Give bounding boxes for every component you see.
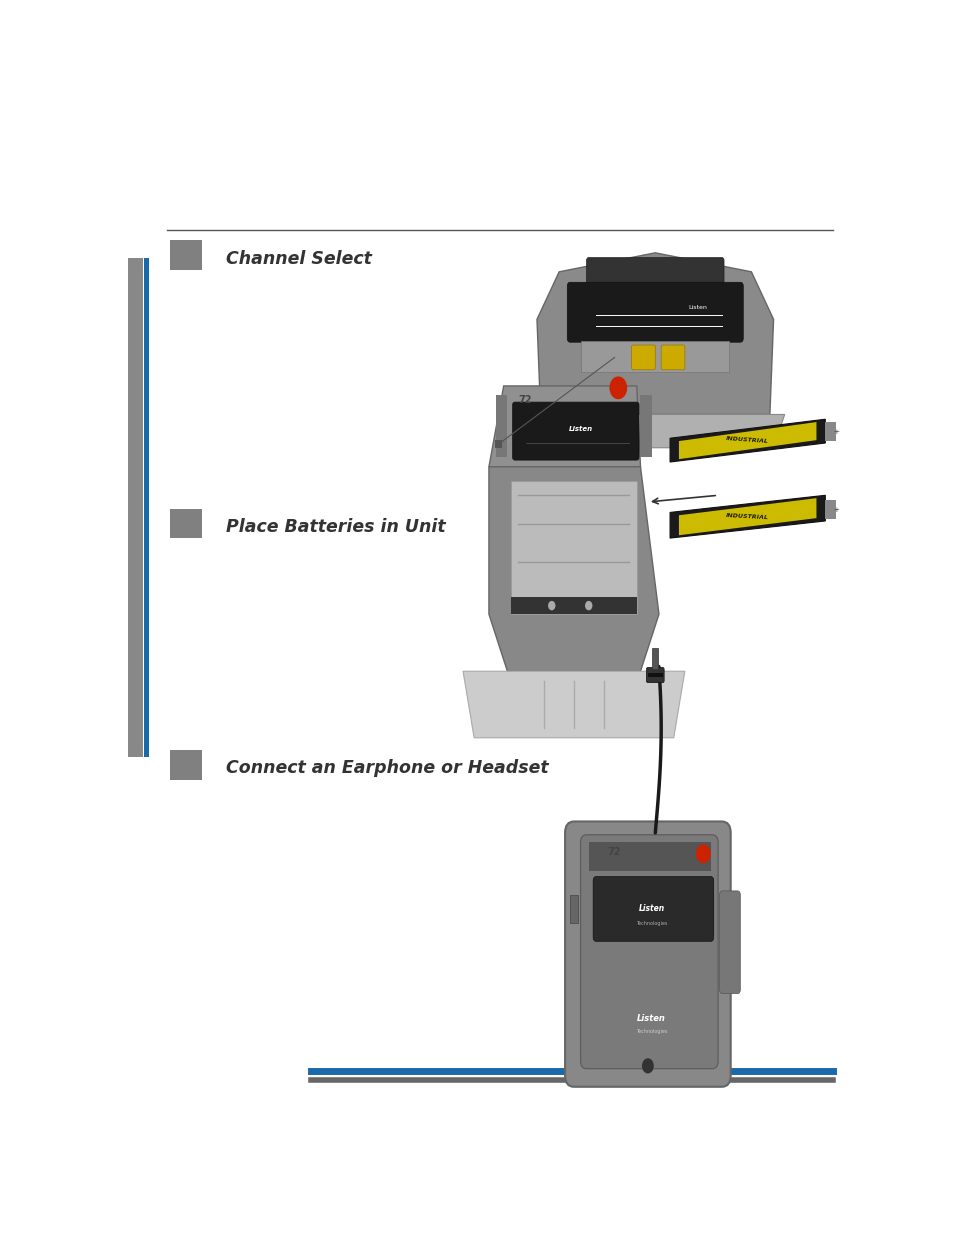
Bar [824, 500, 836, 519]
Bar [170, 509, 202, 538]
Bar [144, 258, 149, 757]
Polygon shape [525, 415, 783, 448]
Bar [496, 395, 507, 457]
Polygon shape [669, 419, 824, 462]
Text: +: + [833, 506, 839, 513]
Circle shape [584, 601, 592, 610]
Circle shape [696, 845, 710, 863]
FancyBboxPatch shape [593, 877, 713, 941]
Bar [639, 395, 651, 457]
Bar [511, 597, 637, 614]
Text: Connect an Earphone or Headset: Connect an Earphone or Headset [226, 760, 549, 777]
Polygon shape [488, 467, 659, 672]
Bar [588, 842, 710, 871]
Circle shape [641, 1058, 653, 1073]
Text: Listen: Listen [637, 1014, 665, 1023]
Polygon shape [669, 495, 824, 538]
Bar [170, 750, 202, 779]
Text: Listen: Listen [569, 426, 593, 432]
Bar [511, 482, 637, 614]
Polygon shape [679, 498, 816, 535]
Polygon shape [537, 253, 773, 415]
Bar [824, 422, 836, 441]
Text: INDUSTRIAL: INDUSTRIAL [725, 436, 768, 445]
Circle shape [609, 377, 626, 399]
FancyBboxPatch shape [646, 667, 663, 683]
Polygon shape [462, 672, 684, 737]
Polygon shape [679, 422, 816, 459]
Bar [170, 241, 202, 270]
FancyBboxPatch shape [586, 258, 723, 284]
Text: Place Batteries in Unit: Place Batteries in Unit [226, 517, 446, 536]
Text: 72: 72 [518, 395, 532, 405]
Text: INDUSTRIAL: INDUSTRIAL [725, 513, 768, 520]
FancyBboxPatch shape [719, 890, 740, 994]
Text: 72: 72 [606, 847, 620, 857]
FancyBboxPatch shape [564, 821, 730, 1087]
Bar [570, 894, 577, 924]
Bar [652, 648, 658, 669]
Text: Technologies: Technologies [636, 921, 666, 926]
Polygon shape [488, 385, 639, 467]
Text: Listen: Listen [638, 904, 664, 914]
FancyBboxPatch shape [580, 835, 718, 1068]
FancyBboxPatch shape [631, 345, 655, 369]
Text: Channel Select: Channel Select [226, 249, 372, 268]
FancyBboxPatch shape [512, 403, 639, 461]
FancyBboxPatch shape [660, 345, 684, 369]
Bar [647, 673, 662, 677]
FancyBboxPatch shape [567, 283, 742, 342]
Bar [495, 440, 501, 448]
Text: +: + [833, 429, 839, 435]
Circle shape [547, 601, 555, 610]
Text: Technologies: Technologies [636, 1029, 666, 1034]
Bar [128, 258, 143, 757]
Text: Listen: Listen [687, 305, 706, 310]
Bar [580, 341, 728, 372]
